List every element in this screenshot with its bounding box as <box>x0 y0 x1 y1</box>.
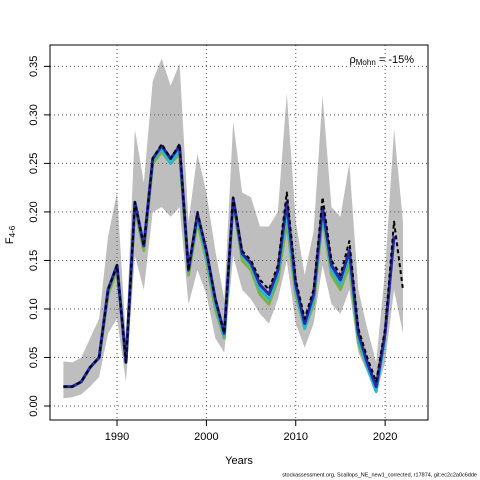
y-tick-label: 0.00 <box>28 395 40 416</box>
x-tick-label: 2000 <box>194 431 218 443</box>
y-tick-label: 0.35 <box>28 56 40 77</box>
y-tick-label: 0.10 <box>28 298 40 319</box>
y-tick-label: 0.30 <box>28 104 40 125</box>
mohn-annotation: ρMohn = -15% <box>350 54 415 67</box>
x-tick-label: 2010 <box>284 431 308 443</box>
mohn-subscript: Mohn <box>356 58 376 67</box>
x-tick-label: 1990 <box>105 431 129 443</box>
plot-frame <box>49 44 429 421</box>
series-line <box>63 142 404 388</box>
y-tick-label: 0.20 <box>28 201 40 222</box>
y-axis-label-sub: 4-6 <box>8 225 17 237</box>
confidence-band <box>63 58 403 399</box>
y-tick-label: 0.25 <box>28 153 40 174</box>
y-axis-label-main: F <box>4 237 16 244</box>
y-tick-label: 0.15 <box>28 250 40 271</box>
mohn-text: = -15% <box>376 54 414 66</box>
x-tick-label: 2020 <box>373 431 397 443</box>
y-axis-label: F4-6 <box>4 225 17 244</box>
mohn-symbol: ρ <box>350 54 356 66</box>
y-tick-label: 0.05 <box>28 347 40 368</box>
x-axis-label: Years <box>225 455 253 467</box>
footer: stockassessment.org, Scallops_NE_new1_co… <box>282 472 477 478</box>
